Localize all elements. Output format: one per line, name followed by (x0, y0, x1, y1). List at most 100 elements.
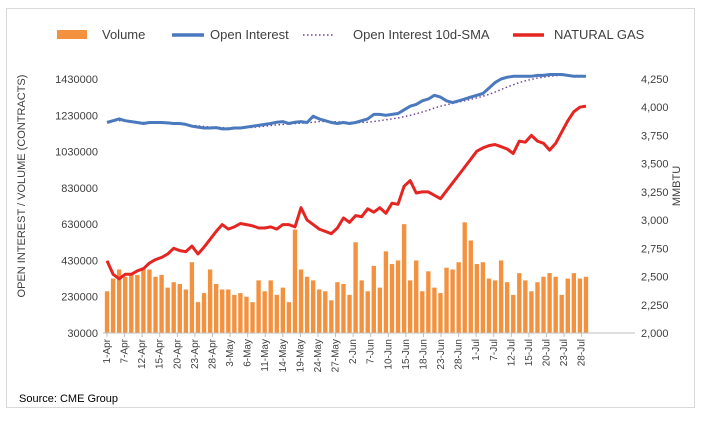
volume-bar (420, 291, 425, 333)
volume-bar (450, 269, 455, 333)
volume-bar (553, 276, 558, 333)
volume-bar (110, 278, 116, 333)
volume-bar (529, 291, 534, 333)
x-tick-label: 15-Jul (524, 339, 535, 366)
y-left-tick-label: 1230000 (55, 110, 98, 122)
volume-bar (250, 302, 255, 333)
x-tick-label: 23-Jul (559, 339, 570, 366)
natural-gas-line (105, 104, 587, 281)
y-right-tick-label: 3,500 (641, 159, 669, 171)
x-tick-label: 7-Jul (489, 339, 500, 361)
volume-bar (159, 274, 164, 333)
y-right-tick-label: 4,000 (641, 102, 669, 114)
volume-bar (559, 294, 564, 333)
x-tick-label: 12-Apr (137, 338, 148, 369)
volume-bar (571, 273, 577, 333)
volume-bar (359, 280, 364, 333)
volume-bar (438, 293, 443, 333)
legend-label-oi-sma: Open Interest 10d-SMA (353, 27, 490, 42)
volume-bar (238, 293, 243, 333)
series-lines (105, 73, 587, 281)
volume-bar (353, 242, 358, 333)
x-tick-label: 2-Jun (348, 339, 359, 364)
x-tick-label: 12-Jul (506, 339, 517, 366)
x-tick-label: 10-Jun (383, 339, 394, 370)
volume-bar (232, 294, 237, 333)
volume-bar (468, 240, 473, 333)
volume-bar (347, 294, 352, 333)
x-tick-label: 23-Apr (190, 338, 201, 369)
y-right-tick-label: 3,000 (641, 215, 669, 227)
volume-bar (298, 269, 304, 333)
x-tick-label: 15-Jun (401, 339, 412, 370)
volume-bar (280, 287, 286, 333)
x-tick-label: 24-May (313, 339, 324, 372)
volume-bar (414, 260, 419, 333)
volume-bar (517, 273, 522, 333)
volume-bar (262, 291, 267, 333)
volume-bar (583, 276, 589, 333)
x-tick-label: 1-Apr (102, 338, 113, 363)
volume-bar (335, 282, 340, 333)
source-note: Source: CME Group (19, 393, 118, 405)
volume-bar (123, 276, 128, 333)
legend-swatch-volume (57, 30, 87, 39)
volume-bar (492, 280, 498, 333)
volume-bar (244, 296, 249, 333)
volume-bar (480, 262, 486, 333)
volume-bar (365, 291, 370, 333)
y-left-tick-label: 830000 (61, 183, 98, 195)
volume-bar (177, 284, 182, 333)
x-axis-ticks: 1-Apr 7-Apr 12-Apr 15-Apr 20-Apr 23-Apr 28-Apr… (102, 333, 588, 372)
y-left-tick-label: 30000 (67, 328, 98, 340)
volume-bar (389, 264, 395, 333)
volume-bar (511, 294, 516, 333)
x-tick-label: 7-Apr (120, 338, 131, 363)
x-tick-label: 18-Jun (418, 339, 429, 370)
volume-bar (268, 280, 273, 333)
open-interest-sma-line (106, 74, 587, 129)
y-axis-right: 4,250 4,000 3,750 3,500 3,250 3,000 2,750 2,500… (641, 74, 669, 340)
x-tick-label: 7-Jun (366, 339, 377, 364)
volume-bar (577, 278, 583, 333)
volume-bar (395, 260, 401, 333)
volume-bars (104, 222, 589, 333)
x-tick-label: 28-Apr (207, 338, 218, 369)
volume-bar (201, 293, 207, 333)
volume-bar (371, 265, 376, 333)
x-tick-label: 28-Jul (577, 339, 588, 366)
volume-bar (547, 273, 552, 333)
volume-bar (407, 280, 413, 333)
volume-bar (226, 289, 231, 333)
volume-bar (323, 291, 328, 333)
y-right-tick-label: 3,750 (641, 130, 669, 142)
y-right-tick-label: 3,250 (641, 187, 669, 199)
legend-label-volume: Volume (102, 27, 145, 42)
volume-bar (129, 273, 134, 333)
volume-bar (286, 302, 292, 333)
chart-svg: Volume Open Interest Open Interest 10d-S… (16, 27, 683, 405)
x-tick-label: 23-Jun (436, 339, 447, 370)
y-right-tick-label: 2,250 (641, 300, 669, 312)
y-axis-left-title: OPEN INTEREST / VOLUME (CONTRACTS) (16, 75, 28, 298)
x-tick-label: 14-May (278, 339, 289, 372)
legend: Volume Open Interest Open Interest 10d-S… (57, 27, 645, 42)
volume-bar (317, 289, 322, 333)
y-right-tick-label: 2,000 (641, 328, 669, 340)
volume-bar (541, 276, 546, 333)
volume-bar (504, 282, 510, 333)
volume-bar (153, 276, 158, 333)
volume-bar (147, 269, 152, 333)
x-tick-label: 28-Jun (454, 339, 465, 370)
x-tick-label: 19-May (295, 339, 306, 372)
x-tick-label: 20-Jul (542, 339, 553, 366)
volume-bar (310, 280, 316, 333)
volume-bar (401, 224, 407, 333)
legend-label-natural-gas: NATURAL GAS (554, 27, 645, 42)
volume-bar (165, 287, 170, 333)
volume-bar (432, 287, 437, 333)
x-tick-label: 11-May (260, 339, 271, 372)
volume-bar (456, 262, 461, 333)
volume-bar (329, 300, 334, 333)
volume-bar (523, 280, 528, 333)
